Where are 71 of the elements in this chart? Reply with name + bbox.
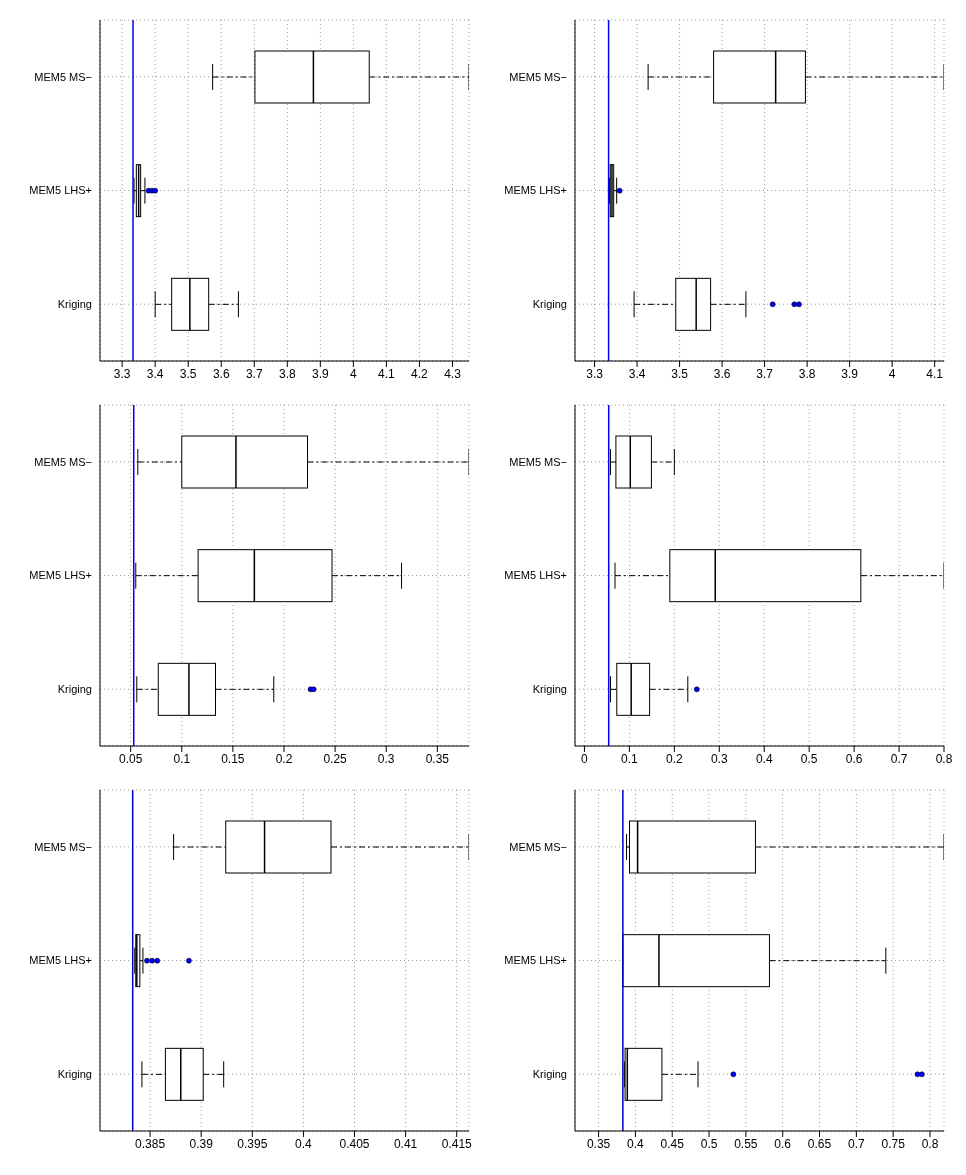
- x-tick-label: 4.3: [444, 366, 462, 381]
- y-tick-label: MEM5 MS−: [509, 70, 567, 83]
- y-tick-label: Kriging: [57, 1068, 92, 1081]
- y-tick-label: MEM5 LHS+: [504, 569, 567, 582]
- x-tick-label: 0: [581, 751, 589, 766]
- y-tick-label: MEM5 MS−: [509, 455, 567, 468]
- x-tick-label: 3.9: [312, 366, 330, 381]
- y-tick-label: MEM5 LHS+: [29, 569, 92, 582]
- x-tick-label: 3.3: [586, 366, 604, 381]
- x-tick-label: 0.8: [921, 1136, 939, 1151]
- x-tick-label: 3.9: [841, 366, 859, 381]
- y-tick-label: MEM5 MS−: [34, 840, 92, 853]
- x-tick-label: 3.5: [179, 366, 197, 381]
- x-tick-label: 0.7: [890, 751, 908, 766]
- x-tick-label: 0.3: [377, 751, 395, 766]
- x-tick-label: 3.6: [713, 366, 731, 381]
- x-tick-label: 3.5: [671, 366, 689, 381]
- x-tick-label: 3.4: [628, 366, 646, 381]
- x-tick-label: 0.6: [774, 1136, 792, 1151]
- x-tick-label: 0.395: [237, 1136, 268, 1151]
- y-tick-label: Kriging: [57, 683, 92, 696]
- x-tick-label: 0.65: [807, 1136, 832, 1151]
- x-tick-label: 0.5: [800, 751, 818, 766]
- x-tick-label: 4.1: [926, 366, 944, 381]
- x-tick-label: 3.7: [756, 366, 774, 381]
- y-tick-label: Kriging: [532, 683, 567, 696]
- y-tick-label: MEM5 LHS+: [504, 184, 567, 197]
- x-tick-label: 4.1: [378, 366, 396, 381]
- x-tick-label: 0.45: [660, 1136, 685, 1151]
- x-tick-label: 0.8: [935, 751, 953, 766]
- x-tick-label: 0.4: [627, 1136, 645, 1151]
- x-tick-label: 0.05: [118, 751, 143, 766]
- x-tick-label: 0.5: [700, 1136, 718, 1151]
- x-tick-label: 0.35: [586, 1136, 611, 1151]
- x-tick-label: 0.15: [221, 751, 245, 766]
- y-tick-label: Kriging: [532, 1068, 567, 1081]
- y-tick-label: Kriging: [57, 298, 92, 311]
- x-tick-label: 0.55: [734, 1136, 758, 1151]
- y-tick-label: MEM5 LHS+: [29, 184, 92, 197]
- x-tick-label: 0.7: [848, 1136, 866, 1151]
- y-tick-label: MEM5 MS−: [34, 455, 92, 468]
- y-tick-label: Kriging: [532, 298, 567, 311]
- x-tick-label: 0.2: [275, 751, 293, 766]
- y-tick-label: MEM5 MS−: [34, 70, 92, 83]
- x-tick-label: 0.41: [393, 1136, 418, 1151]
- x-tick-label: 0.4: [295, 1136, 313, 1151]
- x-tick-label: 0.25: [323, 751, 348, 766]
- x-tick-label: 0.39: [189, 1136, 214, 1151]
- x-tick-label: 0.1: [173, 751, 191, 766]
- x-tick-label: 0.1: [621, 751, 639, 766]
- x-tick-label: 0.75: [881, 1136, 906, 1151]
- y-tick-label: MEM5 LHS+: [504, 954, 567, 967]
- y-tick-label: MEM5 MS−: [509, 840, 567, 853]
- x-tick-label: 0.2: [665, 751, 683, 766]
- x-tick-label: 0.405: [339, 1136, 370, 1151]
- x-tick-label: 0.4: [755, 751, 773, 766]
- x-tick-label: 4: [350, 366, 358, 381]
- x-tick-label: 0.35: [425, 751, 450, 766]
- x-tick-label: 4.2: [411, 366, 429, 381]
- x-tick-label: 0.415: [441, 1136, 473, 1151]
- x-tick-label: 3.4: [146, 366, 164, 381]
- y-tick-label: MEM5 LHS+: [29, 954, 92, 967]
- x-tick-label: 0.3: [710, 751, 728, 766]
- x-tick-label: 3.7: [245, 366, 263, 381]
- x-tick-label: 3.3: [113, 366, 131, 381]
- x-tick-label: 3.8: [278, 366, 296, 381]
- x-tick-label: 0.385: [135, 1136, 166, 1151]
- x-tick-label: 4: [888, 366, 896, 381]
- x-tick-label: 0.6: [845, 751, 863, 766]
- x-tick-label: 3.8: [798, 366, 816, 381]
- x-tick-label: 3.6: [212, 366, 230, 381]
